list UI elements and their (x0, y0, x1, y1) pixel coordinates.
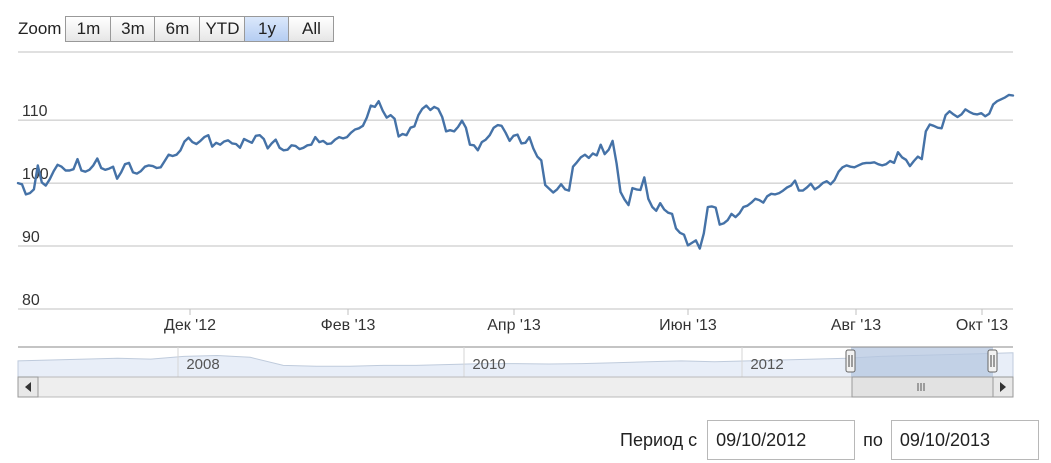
x-tick-label: Окт '13 (956, 317, 1008, 334)
zoom-button-all[interactable]: All (288, 16, 335, 42)
y-tick-label: 90 (22, 229, 40, 246)
scroll-right-arrow-icon (1000, 382, 1006, 392)
x-axis-ticks (189, 309, 983, 315)
x-axis-labels: Дек '12 Фев '13 Апр '13 Июн '13 Авг '13 Окт '… (164, 317, 1008, 334)
navigator-year-label: 2012 (750, 356, 783, 373)
x-tick-label: Дек '12 (164, 317, 216, 334)
navigator-year-label: 2008 (186, 356, 219, 373)
scroll-right-button[interactable] (992, 376, 1014, 398)
zoom-button-6m[interactable]: 6m (154, 16, 200, 42)
zoom-button-group: 1m 3m 6m YTD 1y All (65, 16, 335, 42)
navigator-left-handle[interactable] (845, 349, 856, 373)
navigator-year-label: 2010 (472, 356, 505, 373)
navigator-selected-range (851, 347, 993, 377)
zoom-button-1m[interactable]: 1m (65, 16, 111, 42)
zoom-button-3m[interactable]: 3m (110, 16, 155, 42)
period-from-label: Период с (620, 429, 698, 450)
x-tick-label: Июн '13 (659, 317, 717, 334)
period-to-label: по (863, 429, 883, 450)
period-selector: Период с по (620, 420, 1039, 460)
x-tick-label: Фев '13 (321, 317, 376, 334)
period-from-input[interactable] (707, 420, 856, 460)
scrollbar[interactable] (17, 376, 1014, 398)
scroll-left-arrow-icon (25, 382, 31, 392)
period-to-input[interactable] (890, 420, 1039, 460)
scrollbar-thumb[interactable] (851, 376, 994, 398)
grid-lines (18, 51, 1013, 310)
zoom-button-ytd[interactable]: YTD (199, 16, 245, 42)
y-tick-label: 80 (22, 292, 40, 309)
zoom-bar: Zoom 1m 3m 6m YTD 1y All (18, 16, 335, 42)
x-tick-label: Апр '13 (487, 317, 541, 334)
y-tick-label: 110 (22, 103, 48, 120)
zoom-label: Zoom (18, 19, 62, 38)
navigator-labels: 2008 2010 2012 (177, 347, 784, 377)
scroll-left-button[interactable] (17, 376, 39, 398)
series-line (16, 93, 1015, 250)
zoom-button-1y[interactable]: 1y (244, 16, 289, 42)
navigator-right-handle[interactable] (987, 349, 998, 373)
navigator[interactable]: 2008 2010 2012 (17, 346, 1014, 378)
x-tick-label: Авг '13 (831, 317, 881, 334)
